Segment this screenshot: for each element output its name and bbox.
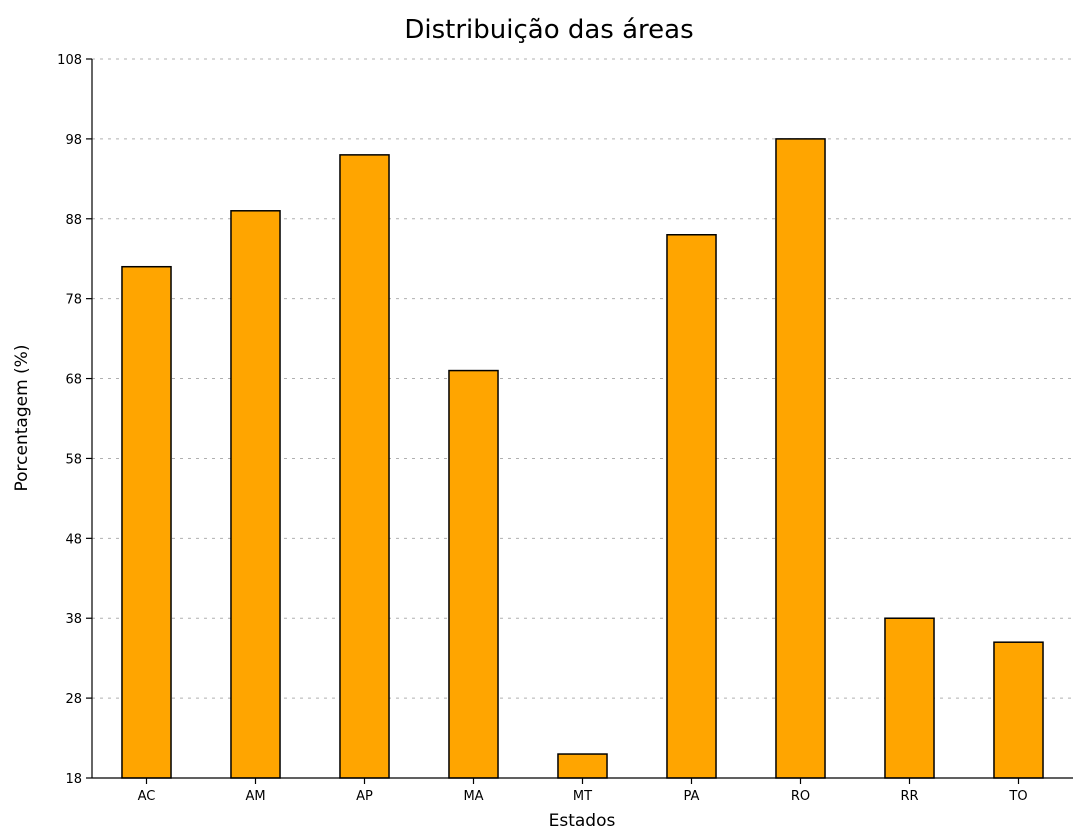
y-tick-label: 78: [65, 293, 82, 308]
y-axis-label: Porcentagem (%): [12, 345, 32, 492]
y-tick-label: 58: [65, 452, 82, 467]
y-tick-label: 28: [65, 692, 82, 707]
y-tick-label: 68: [65, 373, 82, 388]
y-tick-label: 98: [65, 133, 82, 148]
x-tick-label: RR: [900, 789, 918, 804]
y-tick-label: 38: [65, 612, 82, 627]
bar-mt: [557, 753, 608, 779]
bar-pa: [666, 234, 717, 779]
x-tick-label: AM: [245, 789, 265, 804]
bars: [121, 138, 1044, 779]
bar-ro: [775, 138, 826, 779]
x-ticks: AC AM AP MA MT PA RO RR TO: [138, 778, 1028, 804]
bar-am: [230, 210, 281, 779]
chart-title: Distribuição das áreas: [404, 15, 693, 45]
x-tick-label: RO: [791, 789, 810, 804]
x-tick-label: MA: [463, 789, 483, 804]
x-axis-label: Estados: [549, 811, 616, 831]
y-tick-label: 18: [65, 772, 82, 787]
x-tick-label: MT: [573, 789, 592, 804]
bar-to: [993, 641, 1044, 779]
x-tick-label: AC: [138, 789, 156, 804]
x-tick-label: TO: [1008, 789, 1027, 804]
x-tick-label: PA: [684, 789, 700, 804]
y-ticks: 18 28 38 48 58 68 78 88 98 108: [57, 53, 92, 787]
bar-ap: [339, 154, 390, 779]
y-tick-label: 88: [65, 213, 82, 228]
bar-ac: [121, 265, 172, 779]
y-tick-label: 108: [57, 53, 82, 68]
x-tick-label: AP: [356, 789, 373, 804]
y-tick-label: 48: [65, 532, 82, 547]
bar-ma: [448, 369, 499, 779]
bar-rr: [884, 617, 935, 779]
